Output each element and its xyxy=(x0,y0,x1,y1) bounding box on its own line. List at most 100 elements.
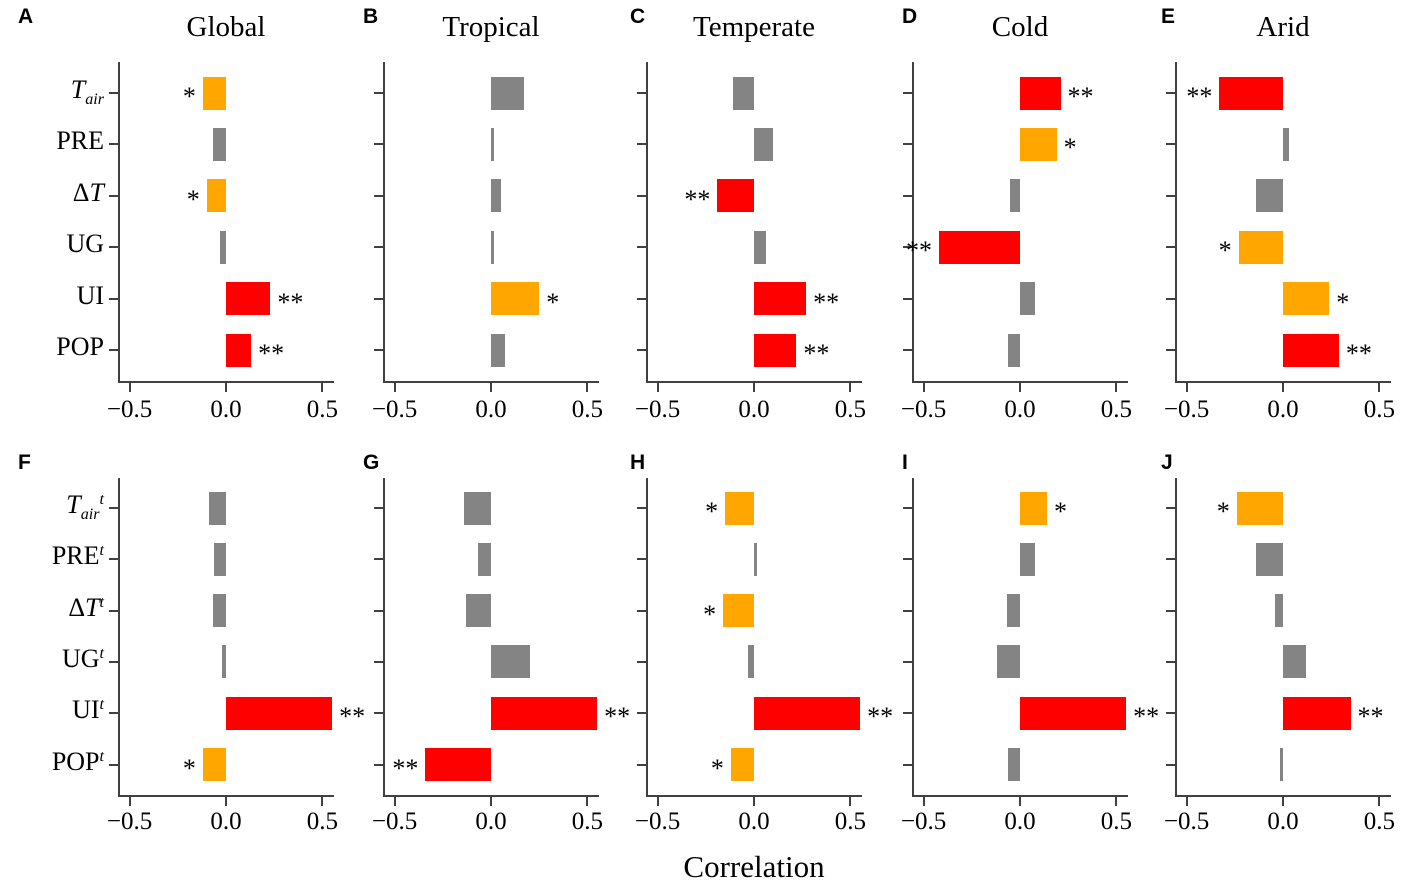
x-tick-mark xyxy=(128,383,131,392)
significance-marker: * xyxy=(710,753,724,783)
x-tick-label: 0.5 xyxy=(571,396,604,423)
x-tick-label: 0.0 xyxy=(738,808,770,835)
x-tick-mark xyxy=(656,797,659,806)
y-tick-label: UI xyxy=(76,280,104,310)
x-tick-label: −0.5 xyxy=(371,396,418,423)
plot-area xyxy=(383,478,599,797)
bar-POP xyxy=(1008,333,1020,367)
panel-letter: D xyxy=(902,5,918,28)
bar-Tairt xyxy=(725,491,754,525)
y-tick-mark xyxy=(1166,194,1175,197)
significance-marker: ** xyxy=(684,184,711,214)
bar-POPt xyxy=(1280,748,1283,781)
x-tick-mark xyxy=(1185,383,1188,392)
y-tick-mark xyxy=(1166,92,1175,94)
bar-Tair xyxy=(732,76,754,110)
y-tick-mark xyxy=(903,763,912,766)
y-tick-mark xyxy=(109,558,118,561)
significance-marker: ** xyxy=(604,702,631,732)
bar-ΔT xyxy=(717,179,754,213)
bar-PRE xyxy=(754,127,774,161)
y-tick-mark xyxy=(109,763,118,766)
bar-POPt xyxy=(730,748,754,781)
y-tick-mark xyxy=(903,349,912,351)
y-tick-mark xyxy=(374,507,383,509)
panel-letter: I xyxy=(902,451,908,474)
panel-letter: A xyxy=(18,5,34,28)
bar-UI xyxy=(1283,282,1330,316)
x-tick-mark xyxy=(1378,383,1381,392)
bar-UGt xyxy=(748,645,754,679)
bar-UG xyxy=(491,230,494,264)
x-tick-label: 0.5 xyxy=(306,808,339,835)
y-tick-mark xyxy=(903,507,912,509)
bar-Tairt xyxy=(1236,491,1283,525)
significance-marker: * xyxy=(182,82,196,111)
x-tick-label: 0.5 xyxy=(1100,396,1133,423)
y-tick-label: POP xyxy=(56,332,104,361)
y-tick-label: PREt xyxy=(51,541,104,571)
y-tick-mark xyxy=(1166,763,1175,766)
x-tick-label: 0.0 xyxy=(475,396,507,423)
y-tick-mark xyxy=(109,92,118,94)
y-tick-mark xyxy=(374,194,383,197)
bar-UIt xyxy=(1020,696,1127,730)
x-tick-mark xyxy=(753,797,755,806)
bar-POPt xyxy=(1008,748,1020,781)
y-tick-mark xyxy=(1166,609,1175,612)
y-tick-mark xyxy=(903,246,912,249)
y-tick-mark xyxy=(637,660,646,663)
bar-Tair xyxy=(491,76,524,110)
x-tick-mark xyxy=(656,383,659,392)
y-tick-mark xyxy=(903,143,912,146)
y-tick-mark xyxy=(903,92,912,94)
bar-ΔTt xyxy=(212,594,226,628)
y-tick-mark xyxy=(637,297,646,300)
x-axis-label: Correlation xyxy=(683,849,825,884)
bar-POP xyxy=(1283,333,1339,367)
bar-UIt xyxy=(1283,696,1351,730)
x-tick-label: 0.0 xyxy=(1004,396,1036,423)
x-tick-label: −0.5 xyxy=(634,808,681,835)
y-tick-label: ΔTt xyxy=(68,592,104,622)
y-tick-mark xyxy=(374,609,383,612)
y-tick-mark xyxy=(1166,660,1175,663)
y-tick-mark xyxy=(637,609,646,612)
y-tick-mark xyxy=(637,712,646,715)
y-tick-mark xyxy=(1166,507,1175,509)
bar-ΔTt xyxy=(1275,594,1283,628)
panel-letter: G xyxy=(363,451,380,474)
bar-PREt xyxy=(1020,542,1036,576)
significance-marker: * xyxy=(1336,287,1350,317)
bar-UG xyxy=(939,230,1020,264)
y-tick-label: PRE xyxy=(56,126,104,156)
y-tick-mark xyxy=(903,609,912,612)
x-tick-label: −0.5 xyxy=(900,396,947,423)
panel-title: Global xyxy=(186,11,266,43)
bar-UG xyxy=(754,230,766,264)
bar-ΔT xyxy=(1256,179,1283,213)
panel-letter: F xyxy=(18,451,31,474)
bar-PREt xyxy=(754,542,757,576)
significance-marker: ** xyxy=(258,339,285,368)
bar-UI xyxy=(491,282,540,316)
bar-Tair xyxy=(1020,76,1061,110)
bar-Tairt xyxy=(464,491,491,525)
y-tick-mark xyxy=(903,558,912,561)
x-tick-mark xyxy=(1115,797,1118,806)
x-tick-label: 0.5 xyxy=(1363,808,1396,835)
bar-POP xyxy=(754,333,797,367)
bar-Tair xyxy=(202,76,226,110)
y-tick-mark xyxy=(1166,558,1175,561)
plot-area xyxy=(646,62,862,383)
significance-marker: ** xyxy=(339,702,366,732)
significance-marker: ** xyxy=(1357,702,1384,732)
y-tick-mark xyxy=(637,194,646,197)
significance-marker: * xyxy=(703,599,717,629)
bar-POPt xyxy=(202,748,226,781)
y-tick-mark xyxy=(374,558,383,561)
x-tick-mark xyxy=(1019,797,1021,806)
significance-marker: ** xyxy=(277,287,304,317)
panel-letter: B xyxy=(363,5,379,28)
